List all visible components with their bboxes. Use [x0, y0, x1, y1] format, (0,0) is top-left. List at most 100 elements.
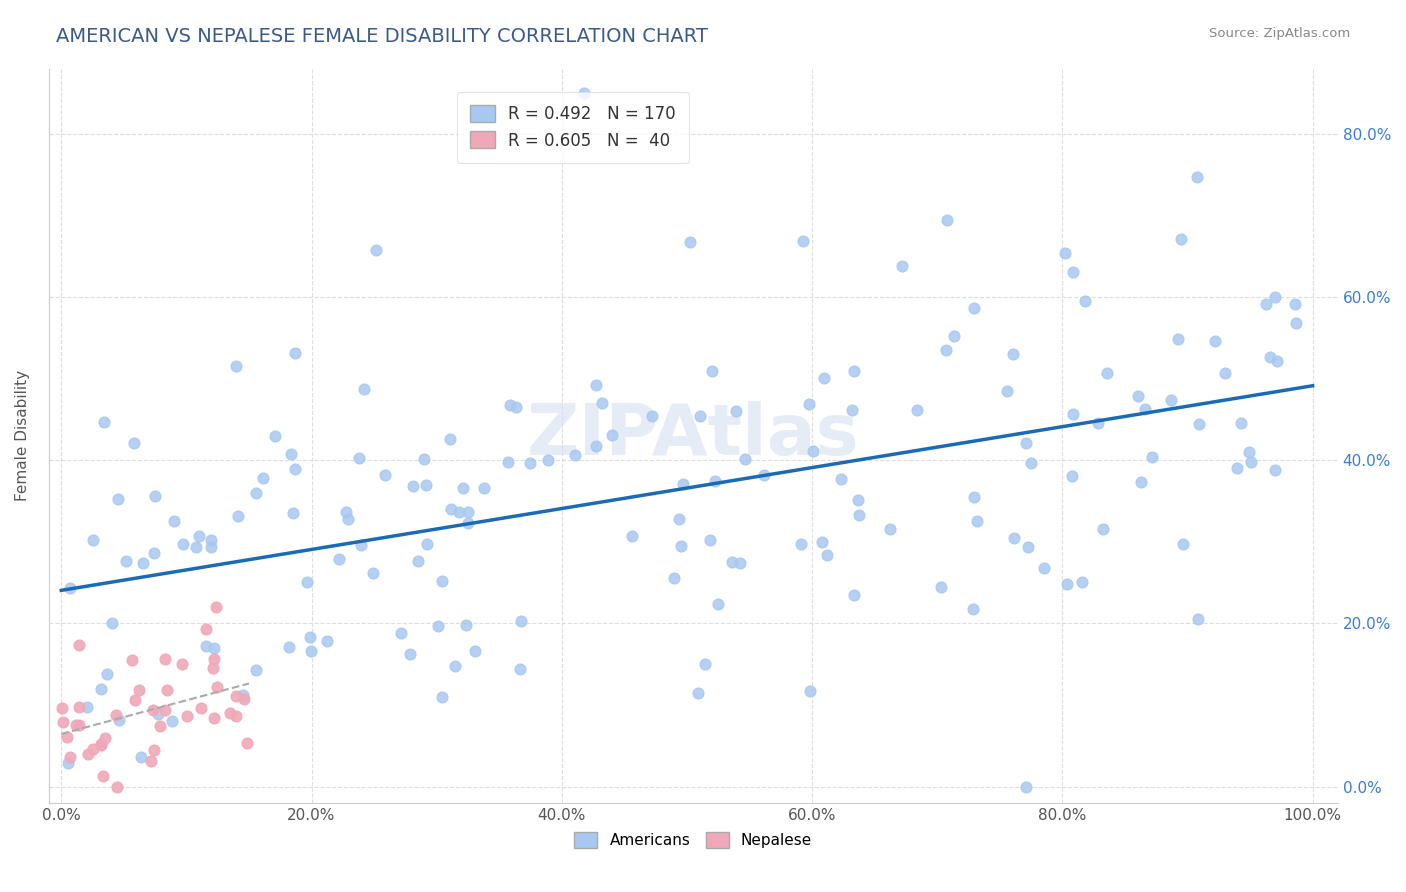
Point	[1017, 540, 1039, 554]
Point	[454, 618, 477, 632]
Point	[101, 615, 124, 630]
Point	[704, 474, 727, 488]
Point	[815, 548, 838, 562]
Point	[90, 738, 112, 752]
Point	[907, 403, 929, 417]
Point	[252, 471, 274, 485]
Point	[803, 444, 825, 458]
Point	[679, 235, 702, 249]
Point	[284, 345, 307, 359]
Point	[1160, 392, 1182, 407]
Point	[200, 533, 222, 547]
Point	[245, 486, 267, 500]
Point	[879, 522, 901, 536]
Point	[1237, 445, 1260, 459]
Point	[440, 501, 463, 516]
Point	[1188, 417, 1211, 431]
Point	[1213, 366, 1236, 380]
Point	[1240, 455, 1263, 469]
Point	[505, 400, 527, 414]
Point	[1258, 350, 1281, 364]
Point	[689, 409, 711, 423]
Point	[219, 706, 242, 720]
Point	[350, 538, 373, 552]
Point	[536, 453, 558, 467]
Point	[59, 581, 82, 595]
Point	[281, 507, 304, 521]
Point	[139, 754, 162, 768]
Point	[128, 682, 150, 697]
Point	[1087, 416, 1109, 430]
Point	[510, 615, 533, 629]
Point	[1284, 296, 1306, 310]
Point	[1062, 407, 1084, 421]
Point	[789, 537, 811, 551]
Point	[1264, 463, 1286, 477]
Point	[67, 639, 90, 653]
Point	[1264, 290, 1286, 304]
Point	[121, 653, 143, 667]
Point	[935, 343, 957, 358]
Point	[1032, 561, 1054, 575]
Point	[93, 415, 115, 429]
Point	[1254, 297, 1277, 311]
Point	[415, 477, 437, 491]
Point	[96, 666, 118, 681]
Point	[672, 477, 695, 491]
Point	[995, 384, 1018, 399]
Point	[720, 556, 742, 570]
Point	[91, 768, 114, 782]
Point	[316, 633, 339, 648]
Point	[56, 756, 79, 771]
Point	[202, 711, 225, 725]
Point	[734, 452, 756, 467]
Point	[412, 452, 434, 467]
Point	[142, 546, 165, 560]
Point	[156, 683, 179, 698]
Point	[963, 301, 986, 315]
Point	[188, 529, 211, 543]
Point	[1170, 232, 1192, 246]
Point	[67, 700, 90, 714]
Point	[233, 692, 256, 706]
Point	[335, 505, 357, 519]
Point	[1056, 577, 1078, 591]
Point	[336, 512, 359, 526]
Point	[1187, 612, 1209, 626]
Point	[160, 714, 183, 728]
Point	[662, 571, 685, 585]
Point	[153, 652, 176, 666]
Point	[668, 512, 690, 526]
Point	[245, 663, 267, 677]
Point	[962, 490, 984, 504]
Point	[90, 682, 112, 697]
Point	[457, 505, 479, 519]
Point	[205, 680, 228, 694]
Point	[620, 529, 643, 543]
Point	[328, 551, 350, 566]
Point	[232, 688, 254, 702]
Point	[432, 574, 454, 589]
Point	[295, 575, 318, 590]
Point	[1074, 293, 1097, 308]
Point	[451, 481, 474, 495]
Point	[353, 382, 375, 396]
Point	[56, 730, 79, 744]
Point	[430, 690, 453, 704]
Point	[891, 259, 914, 273]
Point	[848, 508, 870, 523]
Point	[472, 481, 495, 495]
Point	[464, 644, 486, 658]
Point	[263, 429, 285, 443]
Point	[1171, 537, 1194, 551]
Point	[591, 396, 613, 410]
Point	[76, 700, 98, 714]
Point	[1095, 366, 1118, 380]
Point	[200, 540, 222, 554]
Point	[499, 398, 522, 412]
Point	[519, 456, 541, 470]
Point	[725, 404, 748, 418]
Point	[966, 514, 988, 528]
Point	[929, 580, 952, 594]
Point	[799, 396, 821, 410]
